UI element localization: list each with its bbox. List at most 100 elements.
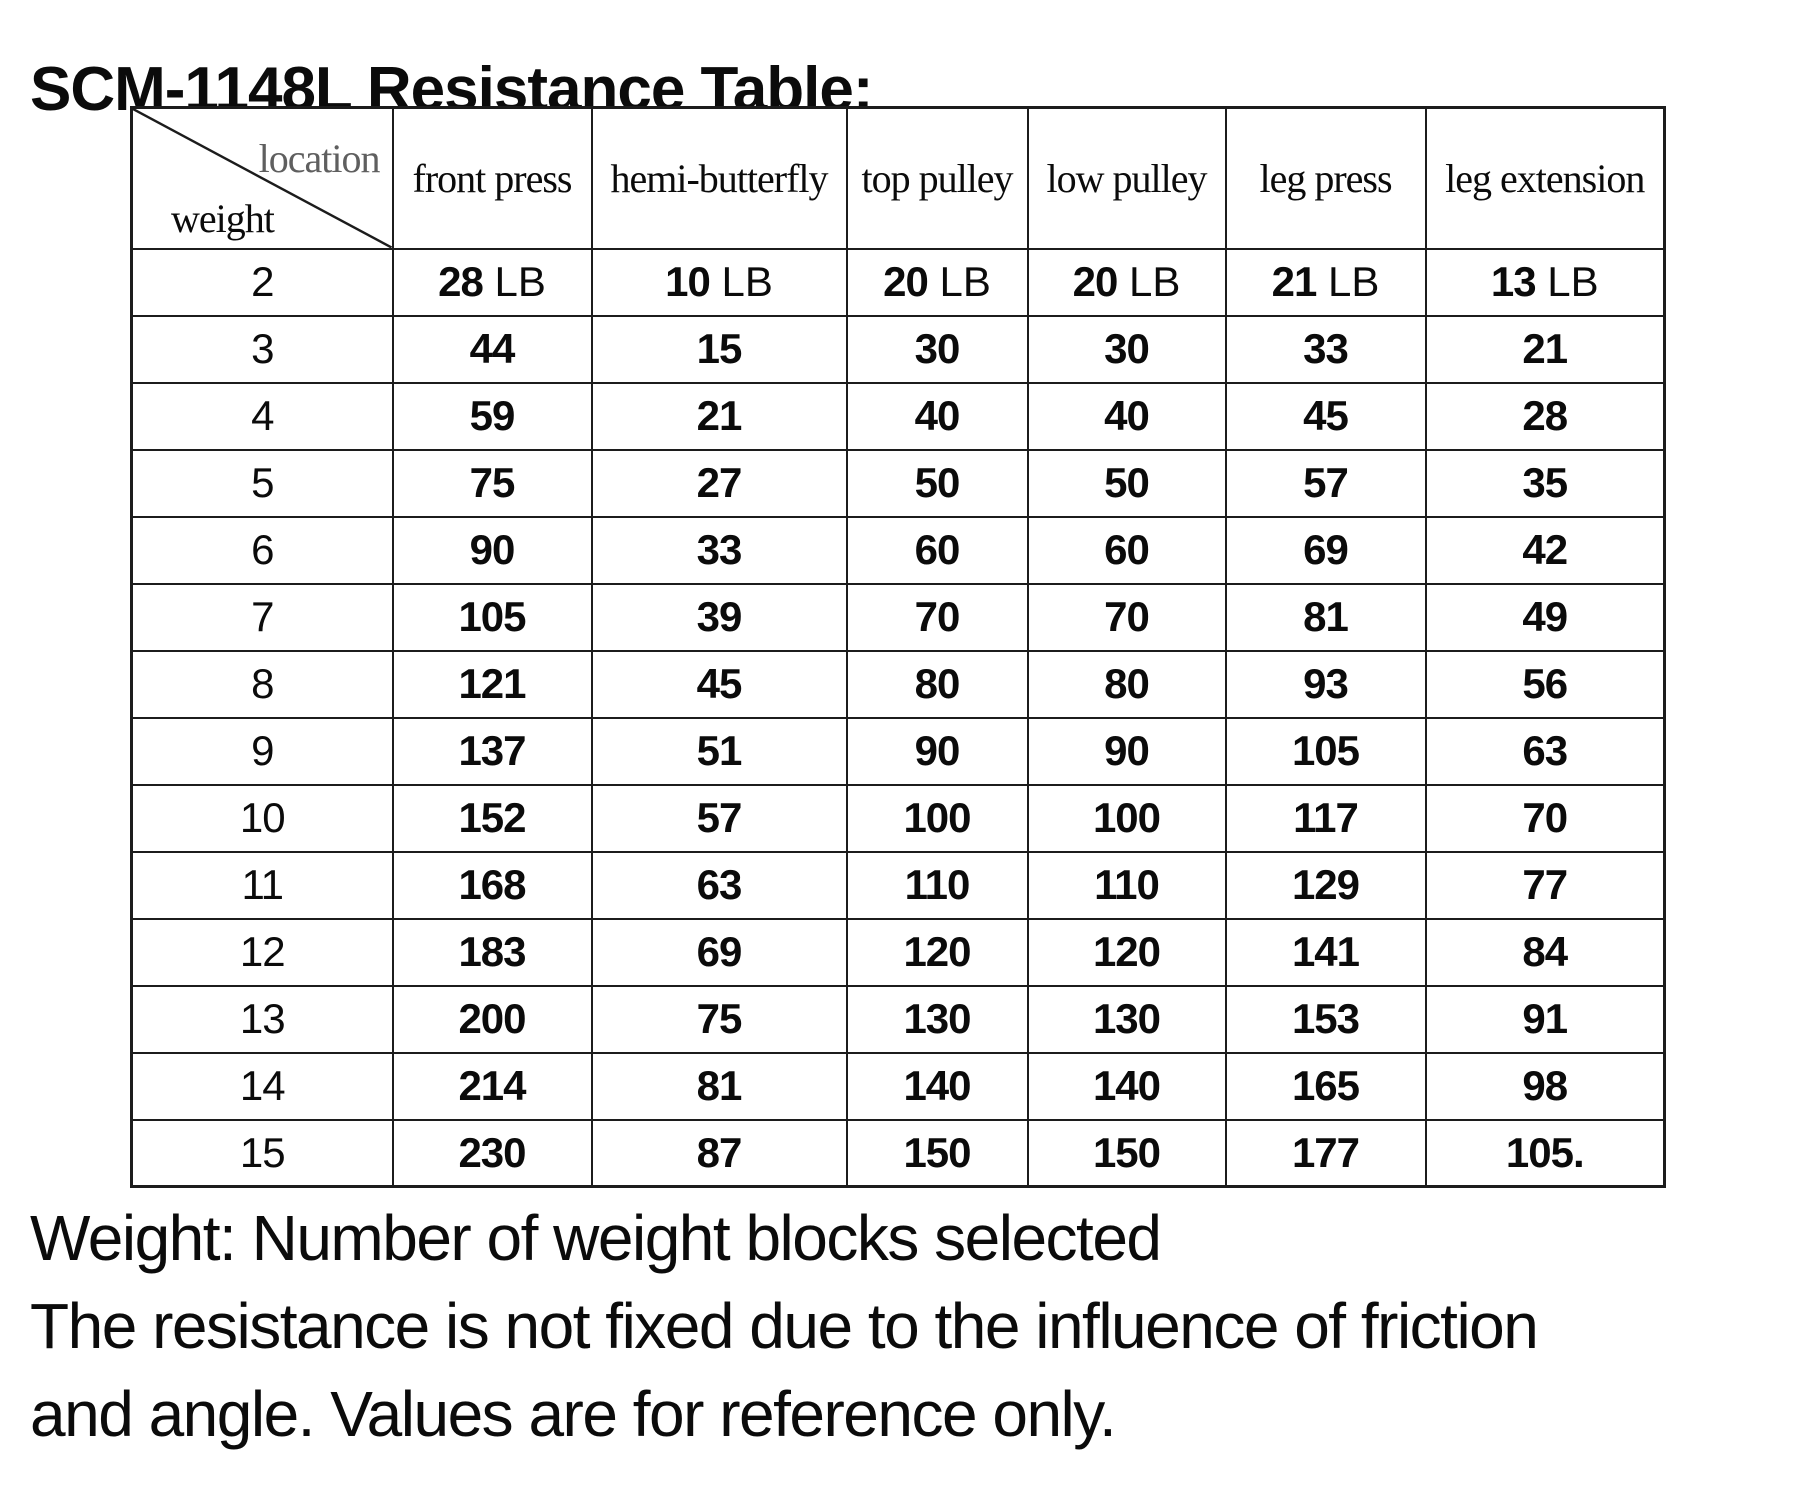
value-cell: 105 bbox=[391, 582, 593, 652]
value-cell: 69 bbox=[590, 917, 848, 987]
value-cell: 75 bbox=[590, 984, 848, 1054]
table-row: 13 200 75 130 130 153 91 bbox=[130, 984, 1666, 1054]
value-number: 140 bbox=[903, 1062, 971, 1109]
value-cell: 80 bbox=[845, 649, 1029, 719]
value-number: 140 bbox=[1092, 1062, 1161, 1109]
value-number: 13 bbox=[1490, 258, 1537, 305]
value-number: 45 bbox=[696, 660, 743, 707]
weight-cell: 2 bbox=[130, 247, 394, 317]
value-number: 77 bbox=[1522, 861, 1568, 908]
value-cell: 150 bbox=[1026, 1118, 1227, 1188]
value-unit: LB bbox=[927, 258, 991, 305]
value-number: 28 bbox=[438, 258, 484, 305]
corner-weight-label: weight bbox=[171, 195, 275, 241]
value-number: 15 bbox=[696, 325, 743, 372]
value-cell: 56 bbox=[1424, 649, 1666, 719]
value-cell: 90 bbox=[845, 716, 1029, 786]
value-number: 93 bbox=[1303, 660, 1349, 707]
value-number: 21 bbox=[1271, 258, 1318, 305]
value-number: 152 bbox=[458, 794, 526, 841]
value-cell: 100 bbox=[1026, 783, 1227, 853]
value-number: 70 bbox=[1104, 593, 1150, 640]
value-number: 165 bbox=[1291, 1062, 1360, 1109]
value-cell: 117 bbox=[1224, 783, 1427, 853]
value-cell: 45 bbox=[1224, 381, 1427, 451]
value-number: 50 bbox=[914, 459, 961, 506]
value-number: 150 bbox=[903, 1128, 971, 1176]
value-cell: 90 bbox=[1026, 716, 1227, 786]
value-number: 63 bbox=[696, 861, 743, 908]
table-row: 3 44 15 30 30 33 21 bbox=[130, 314, 1666, 384]
value-number: 200 bbox=[458, 995, 526, 1042]
value-number: 28 bbox=[1522, 392, 1568, 439]
value-number: 51 bbox=[696, 727, 743, 774]
value-number: 129 bbox=[1291, 861, 1360, 908]
value-unit: LB bbox=[709, 258, 773, 305]
weight-cell: 5 bbox=[130, 448, 394, 518]
value-number: 45 bbox=[1303, 392, 1349, 439]
value-number: 105 bbox=[1291, 727, 1360, 774]
value-cell: 40 bbox=[1026, 381, 1227, 451]
weight-cell: 9 bbox=[130, 716, 394, 786]
value-cell: 120 bbox=[1026, 917, 1227, 987]
weight-cell: 10 bbox=[130, 783, 394, 853]
value-number: 42 bbox=[1522, 526, 1568, 573]
corner-header-cell: location weight bbox=[130, 106, 394, 250]
value-number: 57 bbox=[696, 794, 743, 841]
value-cell: 60 bbox=[1026, 515, 1227, 585]
value-cell: 59 bbox=[391, 381, 593, 451]
value-cell: 49 bbox=[1424, 582, 1666, 652]
value-number: 50 bbox=[1104, 459, 1150, 506]
value-cell: 50 bbox=[1026, 448, 1227, 518]
value-cell: 165 bbox=[1224, 1051, 1427, 1121]
value-cell: 15 bbox=[590, 314, 848, 384]
table-row: 6 90 33 60 60 69 42 bbox=[130, 515, 1666, 585]
value-unit: LB bbox=[1117, 258, 1181, 305]
value-number: 110 bbox=[1094, 861, 1160, 908]
value-cell: 33 bbox=[590, 515, 848, 585]
value-cell: 13 LB bbox=[1424, 247, 1666, 317]
value-cell: 150 bbox=[845, 1118, 1029, 1188]
value-number: 35 bbox=[1522, 459, 1568, 506]
weight-cell: 4 bbox=[130, 381, 394, 451]
value-number: 81 bbox=[1303, 593, 1349, 640]
value-unit: LB bbox=[482, 258, 546, 305]
value-cell: 93 bbox=[1224, 649, 1427, 719]
notes: Weight: Number of weight blocks selected… bbox=[30, 1194, 1790, 1458]
column-header-top-pulley: top pulley bbox=[845, 106, 1029, 250]
table-row: 8 121 45 80 80 93 56 bbox=[130, 649, 1666, 719]
value-cell: 40 bbox=[845, 381, 1029, 451]
value-cell: 70 bbox=[845, 582, 1029, 652]
value-number: 98 bbox=[1522, 1062, 1568, 1109]
value-number: 21 bbox=[1522, 325, 1568, 372]
header-row: location weight front press hemi-butterf… bbox=[130, 106, 1666, 250]
column-header-front-press: front press bbox=[391, 106, 593, 250]
value-number: 84 bbox=[1522, 928, 1568, 975]
value-cell: 77 bbox=[1424, 850, 1666, 920]
value-cell: 30 bbox=[1026, 314, 1227, 384]
weight-cell: 14 bbox=[130, 1051, 394, 1121]
value-cell: 100 bbox=[845, 783, 1029, 853]
value-cell: 21 bbox=[590, 381, 848, 451]
value-number: 80 bbox=[914, 660, 961, 707]
value-number: 75 bbox=[696, 995, 743, 1042]
value-number: 49 bbox=[1522, 593, 1568, 640]
value-number: 130 bbox=[903, 995, 971, 1042]
value-cell: 90 bbox=[391, 515, 593, 585]
value-cell: 110 bbox=[1026, 850, 1227, 920]
value-cell: 20 LB bbox=[1026, 247, 1227, 317]
value-cell: 35 bbox=[1424, 448, 1666, 518]
value-cell: 177 bbox=[1224, 1118, 1427, 1188]
value-cell: 63 bbox=[1424, 716, 1666, 786]
value-number: 117 bbox=[1293, 794, 1359, 841]
value-number: 183 bbox=[458, 928, 526, 975]
value-number: 141 bbox=[1291, 928, 1360, 975]
value-cell: 91 bbox=[1424, 984, 1666, 1054]
weight-cell: 13 bbox=[130, 984, 394, 1054]
value-cell: 70 bbox=[1026, 582, 1227, 652]
value-number: 63 bbox=[1522, 727, 1568, 774]
value-number: 20 bbox=[1072, 258, 1119, 305]
value-number: 100 bbox=[1092, 794, 1161, 841]
value-number: 105 bbox=[458, 593, 526, 640]
weight-cell: 6 bbox=[130, 515, 394, 585]
